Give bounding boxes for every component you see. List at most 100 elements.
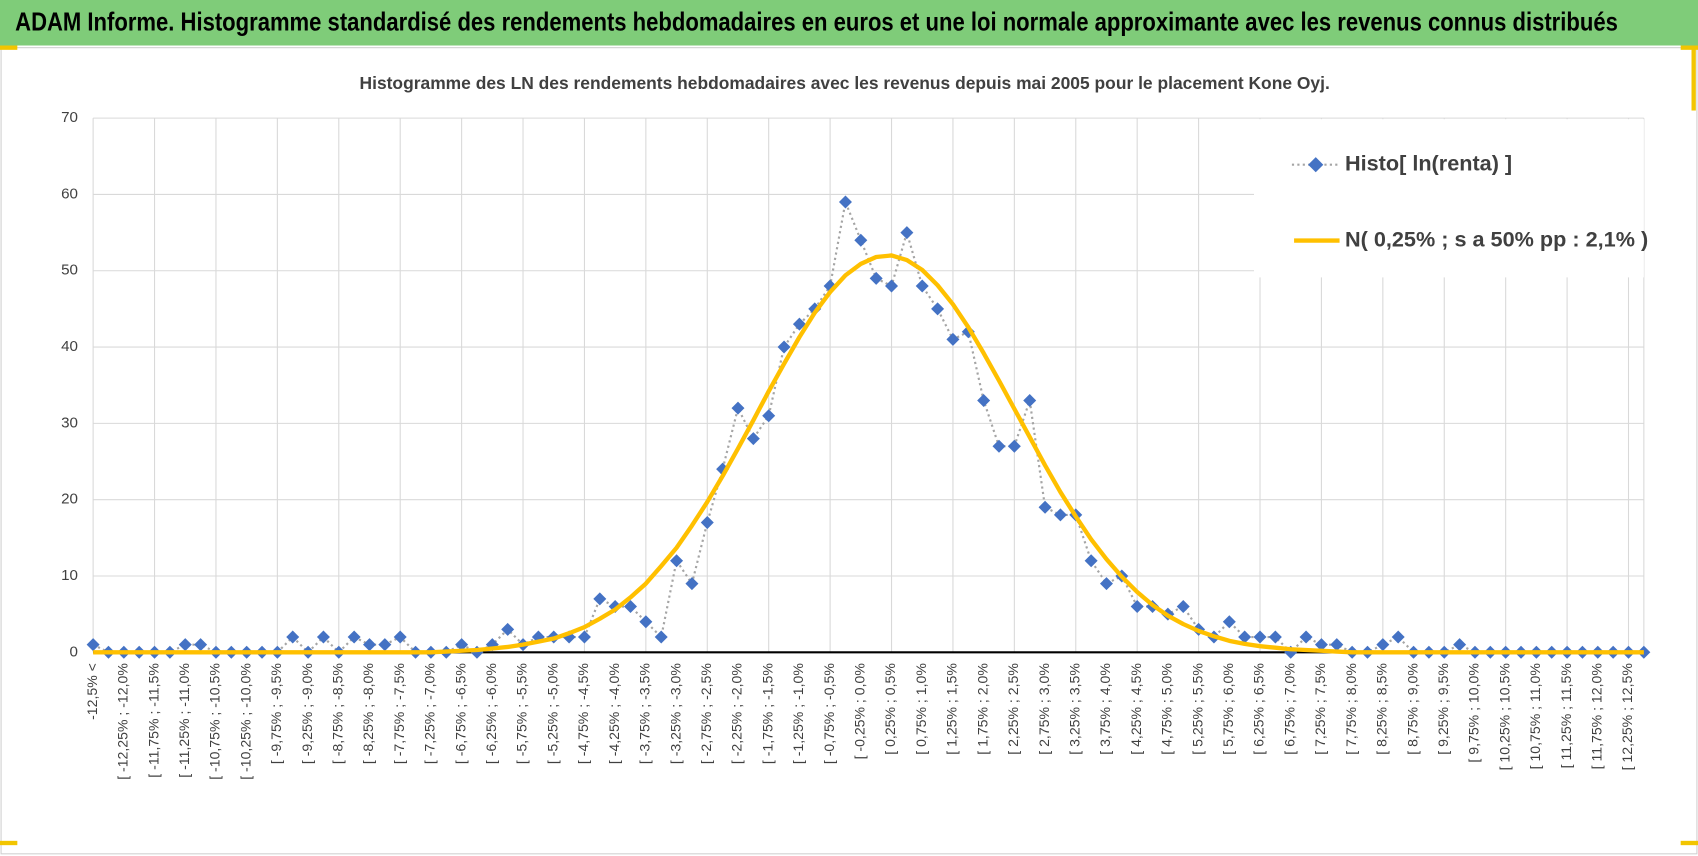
marker (885, 279, 899, 293)
marker (362, 638, 376, 652)
page-title: ADAM Informe. Histogramme standardisé de… (15, 7, 1618, 37)
x-tick-label: [ -4,25% ; -4,0% (606, 663, 622, 764)
x-tick-label: [ 8,25% ; 8,5% (1374, 663, 1390, 755)
marker (1176, 600, 1190, 614)
legend-label: N( 0,25% ; s a 50% pp : 2,1% ) (1345, 226, 1648, 251)
x-tick-label: [ 7,25% ; 7,5% (1312, 663, 1328, 755)
corner (1691, 45, 1696, 111)
legend-box (1254, 119, 1644, 278)
x-tick-label: [ 8,75% ; 9,0% (1404, 663, 1420, 755)
marker (1330, 638, 1344, 652)
x-tick-label: [ -0,75% ; -0,5% (821, 663, 837, 764)
x-tick-label: [ 4,25% ; 4,5% (1128, 663, 1144, 755)
marker (731, 401, 745, 415)
x-tick-label: [ 5,25% ; 5,5% (1189, 663, 1205, 755)
x-tick-label: [ -3,75% ; -3,5% (637, 663, 653, 764)
x-tick-label: [ 9,25% ; 9,5% (1435, 663, 1451, 755)
x-tick-label: [ 12,25% ; 12,5% (1619, 663, 1635, 771)
x-tick-label: [ 3,75% ; 4,0% (1097, 663, 1113, 755)
marker (1376, 638, 1390, 652)
x-tick-label: [ -5,25% ; -5,0% (544, 663, 560, 764)
corner (0, 840, 18, 846)
x-tick-label: [ -10,75% ; -10,5% (207, 663, 223, 780)
x-tick-label: [ -6,75% ; -6,5% (452, 663, 468, 764)
x-tick-label: [ -1,75% ; -1,5% (759, 663, 775, 764)
marker (178, 638, 192, 652)
x-tick-label: -12,5% < (84, 663, 100, 720)
x-tick-label: [ 1,75% ; 2,0% (974, 663, 990, 755)
x-tick-label: [ -12,25% ; -12,0% (115, 663, 131, 780)
y-tick-label: 60 (61, 185, 78, 202)
x-tick-label: [ 0,75% ; 1,0% (913, 663, 929, 755)
x-tick-label: [ -11,75% ; -11,5% (145, 663, 161, 778)
x-tick-label: [ -2,25% ; -2,0% (729, 663, 745, 764)
marker (639, 615, 653, 629)
x-tick-label: [ 7,75% ; 8,0% (1343, 663, 1359, 755)
x-tick-label: [ -2,75% ; -2,5% (698, 663, 714, 764)
x-tick-label: [ -6,25% ; -6,0% (483, 663, 499, 764)
y-tick-label: 20 (61, 491, 78, 508)
x-tick-label: [ -4,75% ; -4,5% (575, 663, 591, 764)
x-tick-label: [ -10,25% ; -10,0% (237, 663, 253, 780)
marker (1038, 500, 1052, 514)
x-tick-label: [ -5,75% ; -5,5% (514, 663, 530, 764)
marker (977, 393, 991, 407)
x-tick-label: [ -11,25% ; -11,0% (176, 663, 192, 778)
x-tick-label: [ 4,75% ; 5,0% (1159, 663, 1175, 755)
x-tick-label: [ -9,75% ; -9,5% (268, 663, 284, 764)
x-tick-label: [ 1,25% ; 1,5% (944, 663, 960, 755)
marker (792, 317, 806, 331)
legend-marker (1308, 157, 1324, 173)
x-tick-label: [ 6,75% ; 7,0% (1281, 663, 1297, 755)
corner (0, 45, 18, 50)
marker (777, 340, 791, 354)
x-tick-label: [ -0,25% ; 0,0% (852, 663, 868, 760)
y-tick-label: 0 (70, 643, 78, 660)
chart-frame (0, 47, 1698, 855)
marker (1314, 638, 1328, 652)
marker (746, 432, 760, 446)
marker (992, 439, 1006, 453)
marker (869, 271, 883, 285)
x-tick-label: [ 2,25% ; 2,5% (1005, 663, 1021, 755)
marker (624, 600, 638, 614)
marker (838, 195, 852, 209)
x-tick-label: [ -3,25% ; -3,0% (667, 663, 683, 764)
chart-title: Histogramme des LN des rendements hebdom… (360, 73, 1330, 93)
marker (915, 279, 929, 293)
x-tick-label: [ 9,75% ; 10,0% (1466, 663, 1482, 763)
marker (946, 332, 960, 346)
x-tick-label: [ 6,25% ; 6,5% (1251, 663, 1267, 755)
x-tick-label: [ -8,75% ; -8,5% (330, 663, 346, 764)
corner (1680, 840, 1698, 846)
marker (1053, 508, 1067, 522)
y-tick-label: 10 (61, 567, 78, 584)
x-tick-label: [ -1,25% ; -1,0% (790, 663, 806, 764)
x-tick-label: [ -7,75% ; -7,5% (391, 663, 407, 764)
x-tick-label: [ 0,25% ; 0,5% (882, 663, 898, 755)
series-line (93, 253, 1644, 655)
x-tick-label: [ 10,25% ; 10,5% (1496, 663, 1512, 771)
marker (1023, 393, 1037, 407)
marker (86, 638, 100, 652)
x-tick-label: [ 2,75% ; 3,0% (1036, 663, 1052, 755)
y-tick-label: 40 (61, 338, 78, 355)
x-tick-label: [ -8,25% ; -8,0% (360, 663, 376, 764)
x-tick-label: [ -7,25% ; -7,0% (422, 663, 438, 764)
x-tick-label: [ -9,25% ; -9,0% (299, 663, 315, 764)
legend-label: Histo[ ln(renta) ] (1345, 150, 1512, 175)
marker (1453, 638, 1467, 652)
y-tick-label: 70 (61, 109, 78, 126)
title-banner (0, 0, 1698, 46)
marker (685, 577, 699, 591)
x-tick-label: [ 3,25% ; 3,5% (1066, 663, 1082, 755)
corner (1680, 45, 1698, 50)
y-tick-label: 30 (61, 414, 78, 431)
x-tick-label: [ 5,75% ; 6,0% (1220, 663, 1236, 755)
y-tick-label: 50 (61, 262, 78, 279)
x-tick-label: [ 11,25% ; 11,5% (1558, 663, 1574, 769)
marker (1130, 600, 1144, 614)
marker (1007, 439, 1021, 453)
x-tick-label: [ 10,75% ; 11,0% (1527, 663, 1543, 770)
